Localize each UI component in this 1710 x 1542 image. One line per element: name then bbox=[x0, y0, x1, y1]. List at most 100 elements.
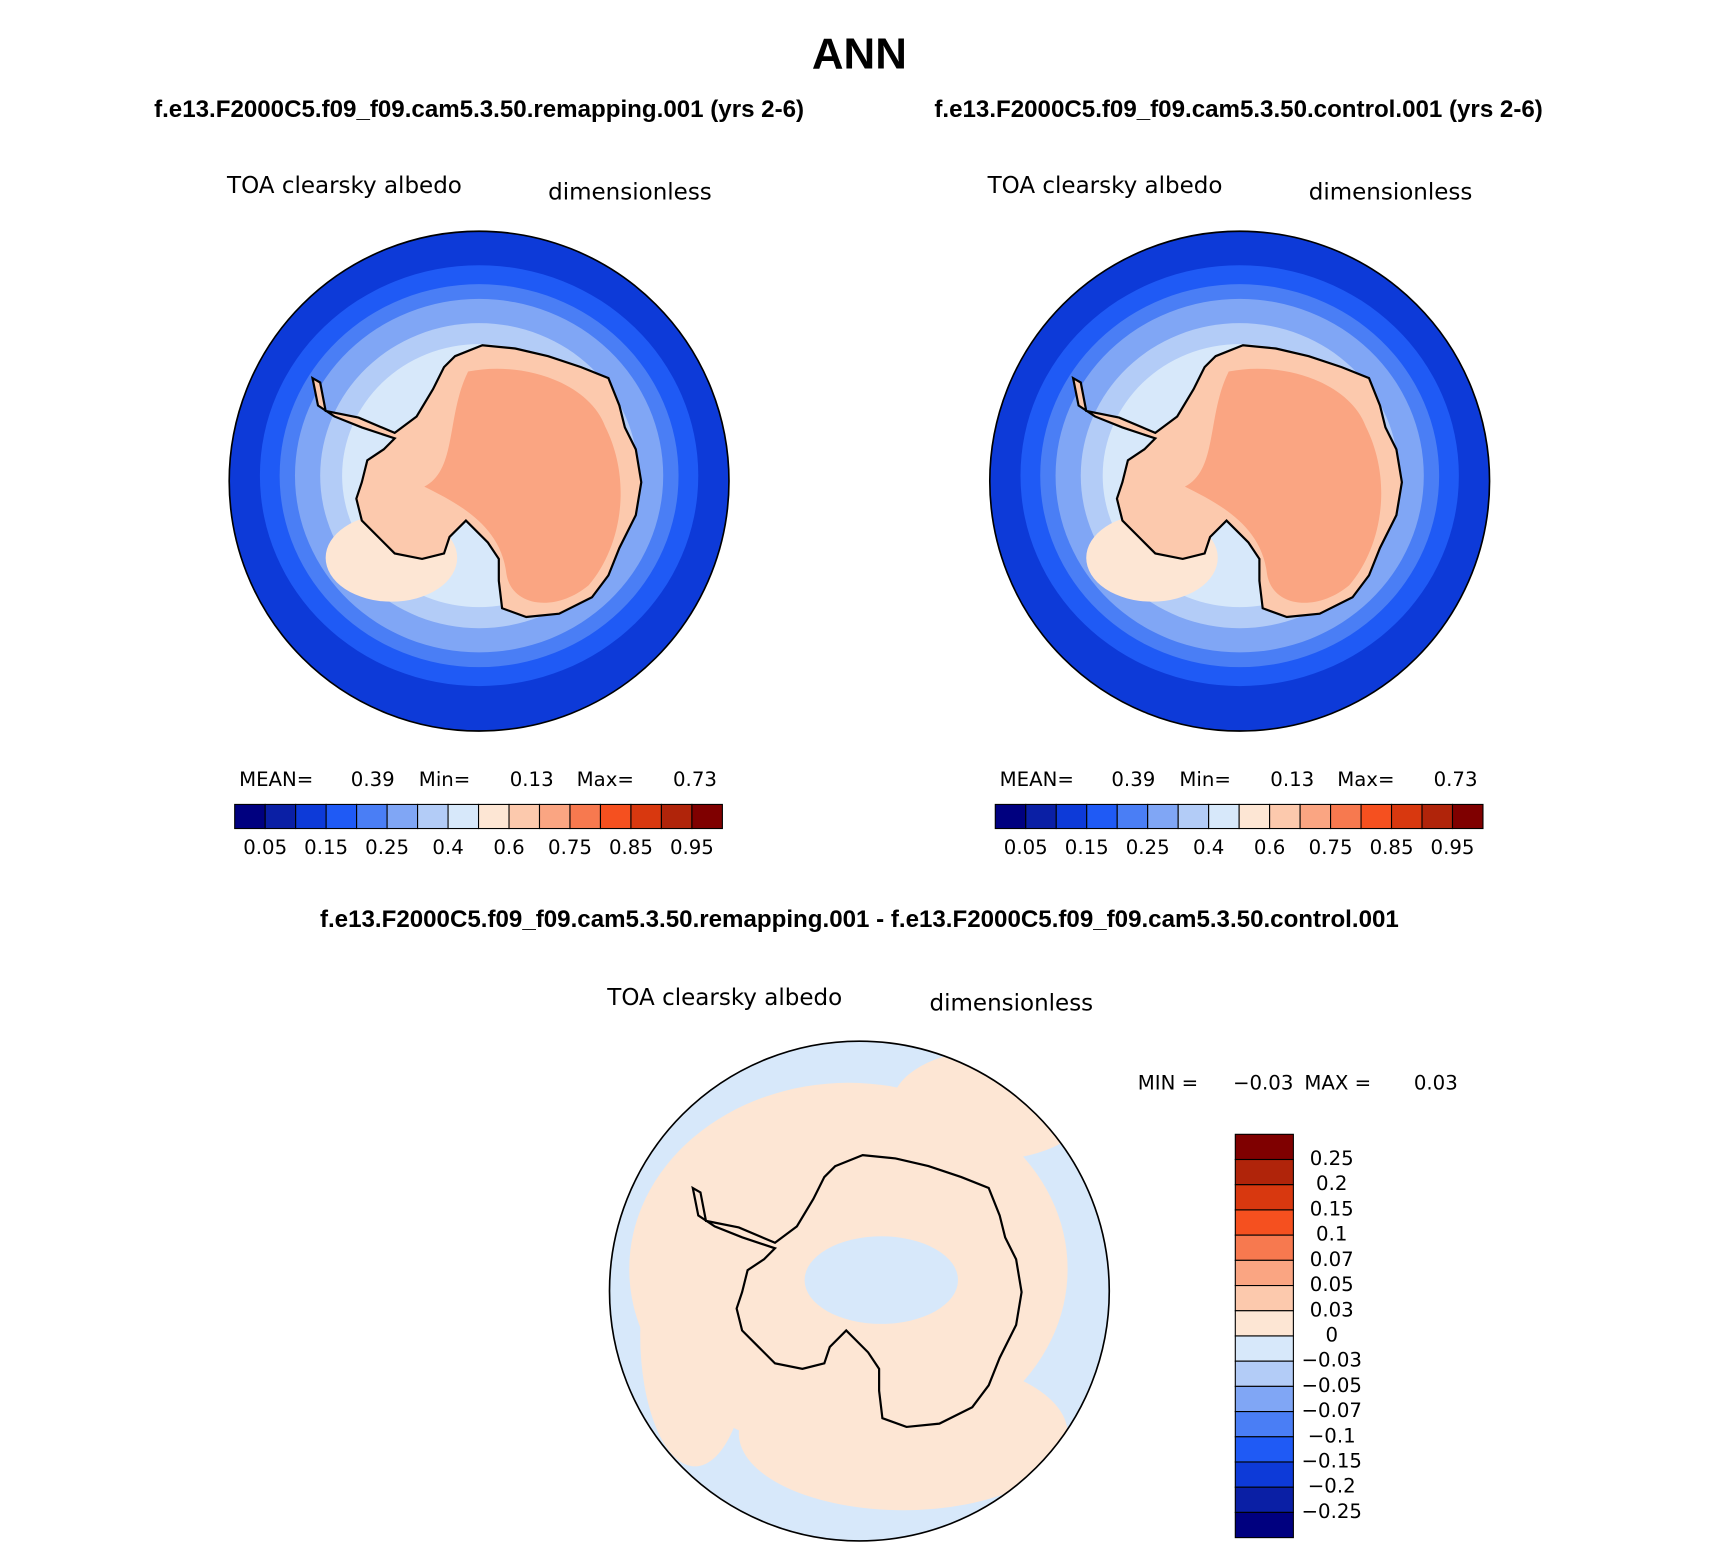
colorbar-label: 0.95 bbox=[1431, 836, 1475, 859]
stat-label: MEAN= bbox=[1000, 768, 1074, 791]
colorbar-label: −0.05 bbox=[1302, 1374, 1362, 1397]
units-label: dimensionless bbox=[930, 990, 1094, 1016]
colorbar-box bbox=[1234, 1461, 1294, 1488]
land bbox=[424, 368, 621, 603]
colorbar-box bbox=[1234, 1310, 1294, 1337]
colorbar-box bbox=[386, 803, 419, 830]
colorbar-box bbox=[1421, 803, 1454, 830]
colorbar-label: 0.05 bbox=[243, 836, 287, 859]
stat-value: 0.39 bbox=[1111, 768, 1155, 791]
colorbar-box bbox=[264, 803, 297, 830]
colorbar-label: 0.75 bbox=[548, 836, 592, 859]
subtitle: f.e13.F2000C5.f09_f09.cam5.3.50.control.… bbox=[934, 96, 1542, 123]
colorbar-box bbox=[1177, 803, 1210, 830]
colorbar-box bbox=[1234, 1133, 1294, 1161]
colorbar-box bbox=[325, 803, 358, 830]
colorbar-box bbox=[599, 803, 632, 830]
coastline bbox=[1071, 344, 1403, 619]
units-label: dimensionless bbox=[1309, 179, 1473, 205]
colorbar-box bbox=[1055, 803, 1088, 830]
colorbar-box bbox=[1234, 1259, 1294, 1287]
stat-label: Max= bbox=[1337, 768, 1394, 791]
title: ANN bbox=[812, 30, 907, 79]
colorbar-label: 0.2 bbox=[1316, 1172, 1347, 1195]
colorbar-box bbox=[1360, 803, 1393, 830]
contour bbox=[804, 1236, 959, 1324]
stat-label: Min= bbox=[1179, 768, 1231, 791]
subtitle: f.e13.F2000C5.f09_f09.cam5.3.50.remappin… bbox=[320, 906, 1399, 933]
colorbar-label: 0.05 bbox=[1004, 836, 1048, 859]
stat-value: 0.13 bbox=[510, 768, 554, 791]
colorbar-box bbox=[1234, 1486, 1294, 1513]
stat-value: 0.73 bbox=[1434, 768, 1478, 791]
colorbar-box bbox=[234, 803, 266, 830]
colorbar-label: 0.4 bbox=[1193, 836, 1224, 859]
stat-value: 0.39 bbox=[351, 768, 395, 791]
colorbar-box bbox=[1234, 1360, 1294, 1387]
variable-label: TOA clearsky albedo bbox=[987, 173, 1223, 199]
colorbar-label: 0.6 bbox=[1254, 836, 1285, 859]
colorbar-box bbox=[1234, 1285, 1294, 1312]
stat-label: Min= bbox=[419, 768, 471, 791]
colorbar-box bbox=[417, 803, 449, 830]
colorbar-box bbox=[1147, 803, 1179, 830]
colorbar-box bbox=[1116, 803, 1149, 830]
contour bbox=[738, 1356, 1068, 1511]
map bbox=[228, 230, 730, 732]
coastline bbox=[310, 344, 643, 619]
colorbar-label: 0.15 bbox=[1310, 1197, 1354, 1220]
colorbar-box bbox=[477, 803, 510, 830]
colorbar-box bbox=[1234, 1436, 1294, 1463]
colorbar-box bbox=[538, 803, 571, 830]
colorbar-box bbox=[630, 803, 662, 830]
colorbar-box bbox=[1269, 803, 1301, 830]
colorbar-label: 0.85 bbox=[609, 836, 653, 859]
colorbar-box bbox=[1234, 1234, 1294, 1261]
colorbar-label: 0.15 bbox=[304, 836, 348, 859]
colorbar-box bbox=[447, 803, 480, 830]
units-label: dimensionless bbox=[548, 179, 712, 205]
colorbar-box bbox=[1234, 1335, 1294, 1362]
colorbar-label: 0.07 bbox=[1310, 1248, 1354, 1271]
colorbar-box bbox=[356, 803, 388, 830]
map-fill bbox=[989, 231, 1490, 731]
map-border bbox=[988, 230, 1491, 732]
stat-value: 0.13 bbox=[1270, 768, 1314, 791]
colorbar-label: −0.15 bbox=[1302, 1449, 1362, 1472]
colorbar-box bbox=[1025, 803, 1057, 830]
colorbar-label: −0.2 bbox=[1308, 1475, 1356, 1498]
colorbar-box bbox=[1208, 803, 1240, 830]
colorbar-box bbox=[295, 803, 327, 830]
map-border bbox=[228, 230, 730, 732]
colorbar-box bbox=[569, 803, 602, 830]
colorbar-label: 0.4 bbox=[432, 836, 463, 859]
colorbar-label: −0.03 bbox=[1302, 1349, 1362, 1372]
colorbar-box bbox=[691, 803, 723, 830]
colorbar-box bbox=[1451, 803, 1484, 830]
colorbar-box bbox=[1390, 803, 1423, 830]
coastline bbox=[691, 1154, 1023, 1429]
colorbar-label: 0 bbox=[1325, 1323, 1338, 1346]
colorbar-label: −0.1 bbox=[1308, 1424, 1356, 1447]
stat-value: 0.03 bbox=[1414, 1071, 1458, 1094]
colorbar-box bbox=[994, 803, 1027, 830]
colorbar-box bbox=[1330, 803, 1362, 830]
variable-label: TOA clearsky albedo bbox=[226, 173, 462, 199]
land bbox=[1184, 368, 1382, 603]
contour bbox=[640, 1203, 750, 1467]
colorbar-box bbox=[508, 803, 541, 830]
colorbar-box bbox=[1234, 1411, 1294, 1438]
map bbox=[988, 230, 1491, 732]
colorbar-label: 0.95 bbox=[670, 836, 714, 859]
subtitle: f.e13.F2000C5.f09_f09.cam5.3.50.remappin… bbox=[154, 96, 804, 123]
stat-label: MAX = bbox=[1304, 1071, 1371, 1094]
map-fill bbox=[609, 1041, 1110, 1541]
map-border bbox=[608, 1040, 1111, 1542]
colorbar-label: 0.6 bbox=[493, 836, 524, 859]
colorbar-box bbox=[1234, 1184, 1294, 1211]
colorbar-box bbox=[1238, 803, 1271, 830]
colorbar-label: 0.25 bbox=[1310, 1147, 1354, 1170]
colorbar-label: 0.25 bbox=[365, 836, 409, 859]
colorbar-label: 0.03 bbox=[1310, 1298, 1354, 1321]
